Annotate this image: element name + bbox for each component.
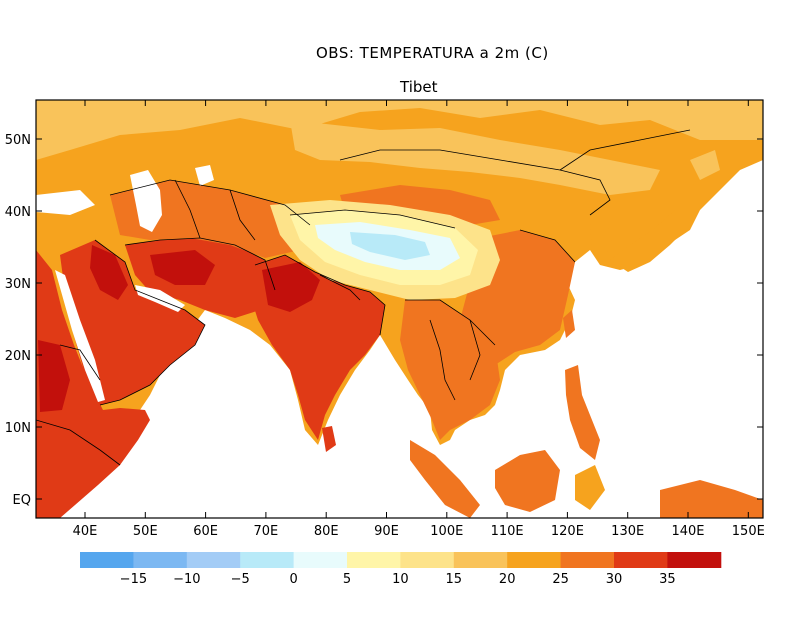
x-tick-label: 50E [133,524,158,539]
x-tick-label: 40E [73,524,98,539]
x-tick-label: 70E [254,524,279,539]
y-tick-label: 50N [5,133,31,148]
y-axis: 50N 40N 30N 20N 10N EQ [5,133,763,508]
land-mongolia [290,120,660,195]
y-tick-label: 40N [5,205,31,220]
x-tick-label: 150E [732,524,765,539]
x-tick-label: 110E [491,524,524,539]
colorbar-label: 5 [343,572,351,587]
y-tick-label: 30N [5,277,31,292]
x-axis: 40E 50E 60E 70E 80E 90E 100E 110E 120E 130E 140E 15… [73,100,765,539]
title-text: OBS: TEMPERATURA a 2m (C) [316,44,549,62]
map-subtitle: Tibet [400,78,438,96]
map-plot-area [36,100,763,518]
colorbar-swatch [614,552,668,568]
land-japan [610,175,705,272]
land-africa [36,250,150,518]
colorbar-swatch [347,552,401,568]
colorbar-label: 10 [392,572,409,587]
land-taiwan [563,310,575,338]
land-sumatra [410,440,480,518]
land-new-guinea [660,480,763,518]
caspian-sea [130,170,162,232]
land-korea [590,215,612,262]
colorbar-label: 15 [446,572,463,587]
x-tick-label: 80E [314,524,339,539]
x-tick-label: 130E [611,524,644,539]
colorbar-swatch [560,552,615,568]
y-tick-label: EQ [13,493,31,508]
land-hokkaido [690,150,720,180]
land-borneo [495,450,560,512]
plot-frame [35,99,764,519]
land-sri-lanka [322,426,336,452]
colorbar-swatch [186,552,241,568]
colorbar-swatch [80,552,134,568]
colorbar-label: −15 [120,572,147,587]
y-tick-label: 20N [5,349,31,364]
x-tick-label: 140E [671,524,704,539]
country-borders [36,129,691,466]
land-arabia-core [90,245,128,300]
colorbar-label: 0 [289,572,297,587]
colorbar-label: 30 [606,572,623,587]
colorbar-swatch [240,552,295,568]
land-africa-core [38,340,70,412]
colorbar-swatch [453,552,508,568]
colorbar-label: −10 [173,572,200,587]
colorbar: −15 −10 −5 0 5 10 15 20 25 30 35 [80,552,722,587]
land-sulawesi [575,465,605,510]
land-india-west [262,262,320,312]
aral-sea [195,165,214,186]
x-tick-label: 60E [193,524,218,539]
colorbar-label: 35 [659,572,676,587]
black-sea [36,190,95,215]
land-se-asia [400,300,500,440]
land-siberia [36,100,763,160]
colorbar-label: 20 [499,572,516,587]
colorbar-label: −5 [231,572,250,587]
land-philippines [565,365,600,460]
y-tick-label: 10N [5,421,31,436]
colorbar-swatch [667,552,722,568]
colorbar-swatch [400,552,455,568]
colorbar-swatch [507,552,562,568]
colorbar-swatch [133,552,188,568]
land-tibet-core [350,232,430,260]
land-iran-core [150,250,215,285]
colorbar-swatch [293,552,348,568]
x-tick-label: 100E [430,524,463,539]
colorbar-label: 25 [552,572,569,587]
x-tick-label: 90E [374,524,399,539]
x-tick-label: 120E [551,524,584,539]
